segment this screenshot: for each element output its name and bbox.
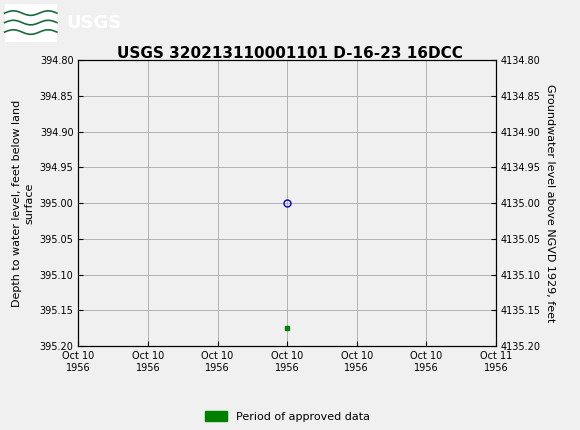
Text: USGS: USGS	[67, 14, 122, 31]
Text: USGS 320213110001101 D-16-23 16DCC: USGS 320213110001101 D-16-23 16DCC	[117, 46, 463, 61]
Legend: Period of approved data: Period of approved data	[200, 407, 374, 427]
Y-axis label: Depth to water level, feet below land
surface: Depth to water level, feet below land su…	[12, 100, 34, 307]
FancyBboxPatch shape	[5, 3, 57, 42]
Y-axis label: Groundwater level above NGVD 1929, feet: Groundwater level above NGVD 1929, feet	[545, 84, 554, 322]
